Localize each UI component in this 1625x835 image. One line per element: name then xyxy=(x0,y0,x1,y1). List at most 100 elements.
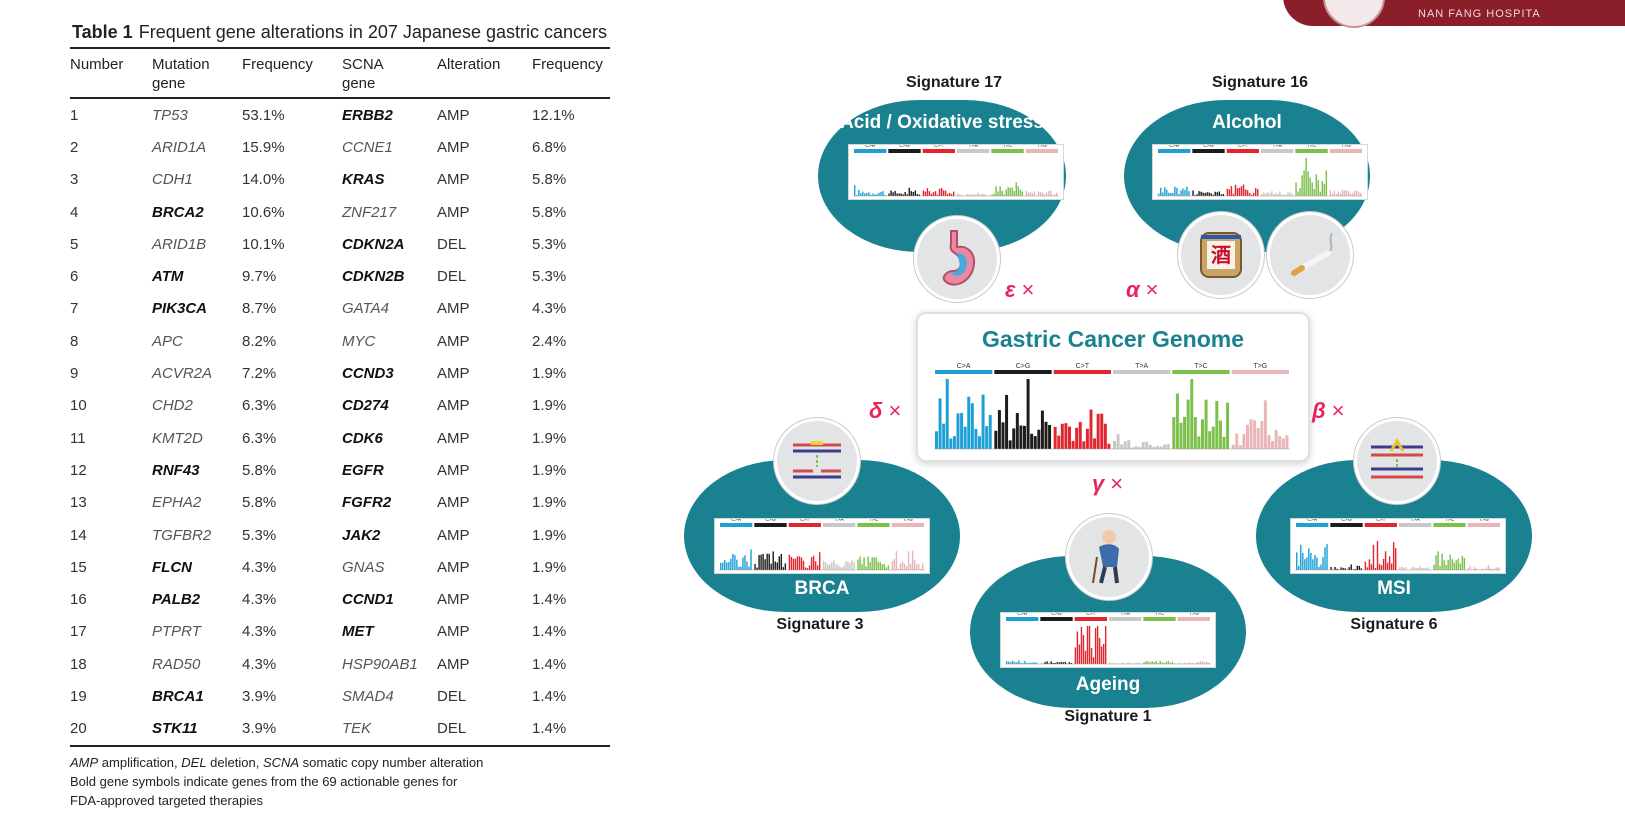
spectrum-bar xyxy=(816,565,819,570)
mutation-frequency-cell: 6.3% xyxy=(242,390,342,422)
spectrum-bar xyxy=(1078,421,1082,449)
spectrum-bar xyxy=(798,556,801,570)
table-row: 20 STK11 3.9% TEK DEL 1.4% xyxy=(70,713,610,746)
signature-17-label: Signature 17 xyxy=(905,74,1003,91)
alteration-type-cell: DEL xyxy=(437,228,532,260)
spectrum-bar xyxy=(870,194,872,196)
mutation-gene-cell: TP53 xyxy=(152,98,242,131)
spectrum-bar xyxy=(938,398,942,449)
mutation-frequency-cell: 14.0% xyxy=(242,164,342,196)
spectrum-bar xyxy=(1485,567,1488,570)
spectrum-bar xyxy=(1180,190,1182,196)
table-caption-text: Frequent gene alterations in 207 Japanes… xyxy=(138,22,607,42)
spectrum-bar xyxy=(1493,568,1496,570)
mutation-class-band xyxy=(957,149,990,153)
row-number: 12 xyxy=(70,461,87,479)
spectrum-bar xyxy=(1459,563,1462,570)
gamma-coefficient: γ × xyxy=(1092,471,1124,496)
mutation-frequency: 4.3% xyxy=(242,591,277,609)
spectrum-bar xyxy=(981,193,983,196)
scna-frequency: 6.8% xyxy=(532,138,567,156)
spectrum-bar xyxy=(1170,193,1172,196)
spectrum-bar xyxy=(1057,435,1061,449)
spectrum-bar xyxy=(1287,192,1289,196)
spectrum-bar xyxy=(1357,191,1360,196)
row-number-cell: 12 xyxy=(70,454,152,486)
mutation-gene-cell: ARID1B xyxy=(152,228,242,260)
spectrum-bar xyxy=(1071,440,1075,449)
spectrum-bar xyxy=(1339,193,1342,196)
mutation-class-label: C>T xyxy=(1076,363,1090,370)
mutation-class-label: C>T xyxy=(1086,612,1096,617)
spectrum-bar xyxy=(1041,192,1044,196)
spectrum-bar xyxy=(1296,552,1298,570)
spectrum-bar xyxy=(973,194,975,196)
spectrum-bar xyxy=(899,563,902,570)
spectrum-bar xyxy=(1046,661,1048,664)
spectrum-bar xyxy=(1050,661,1052,664)
spectrum-bar xyxy=(1045,192,1048,196)
row-number: 13 xyxy=(70,494,87,512)
spectrum-bar xyxy=(1314,554,1316,570)
spectrum-bar xyxy=(734,555,736,570)
spectrum-bar xyxy=(1443,560,1445,570)
spectrum-bar xyxy=(1007,187,1009,196)
spectrum-bar xyxy=(1034,662,1036,664)
scna-gene: MET xyxy=(342,623,374,641)
spectrum-bar xyxy=(1358,565,1361,570)
row-number: 14 xyxy=(70,526,87,544)
spectrum-bar xyxy=(970,403,974,449)
spectrum-bar xyxy=(1163,662,1165,664)
scna-frequency: 1.9% xyxy=(532,365,567,383)
spectrum-bar xyxy=(959,194,961,196)
mutation-class-band xyxy=(1143,617,1176,621)
spectrum-bar xyxy=(1318,566,1320,570)
scna-frequency-cell: 1.9% xyxy=(532,519,610,551)
spectrum-bar xyxy=(1201,419,1204,449)
spectrum-bar xyxy=(1350,564,1352,570)
scna-gene-cell: CD274 xyxy=(342,390,437,422)
spectrum-bar xyxy=(1117,663,1119,664)
spectrum-bar xyxy=(945,379,949,449)
spectrum-bar xyxy=(1307,171,1309,196)
spectrum-bar xyxy=(1058,662,1060,664)
scna-frequency: 1.9% xyxy=(532,397,567,415)
mutation-gene-cell: RAD50 xyxy=(152,648,242,680)
mutation-class-label: C>A xyxy=(957,363,971,370)
spectrum-bar xyxy=(768,553,770,570)
spectrum-bar xyxy=(1085,428,1089,449)
spectrum-bar xyxy=(1054,662,1056,664)
table-row: 14 TGFBR2 5.3% JAK2 AMP 1.9% xyxy=(70,519,610,551)
mutation-class-label: T>C xyxy=(1194,363,1207,370)
spectrum-bar xyxy=(1246,424,1249,449)
row-number: 3 xyxy=(70,171,79,189)
alteration-type-cell: AMP xyxy=(437,131,532,163)
spectrum-bar xyxy=(726,562,728,570)
spectrum-bar xyxy=(1164,187,1166,196)
scna-gene: CDK6 xyxy=(342,429,383,447)
spectrum-bar xyxy=(866,192,868,196)
mutation-frequency: 7.2% xyxy=(242,365,277,383)
mutation-class-label: T>C xyxy=(1003,144,1013,149)
row-number-cell: 7 xyxy=(70,293,152,325)
spectrum-bar xyxy=(1242,433,1246,449)
mutation-class-label: T>A xyxy=(835,518,845,523)
spectrum-bar xyxy=(971,193,973,196)
spectrum-bar xyxy=(1147,661,1149,664)
alteration-type: DEL xyxy=(437,235,467,253)
spectrum-bar xyxy=(1249,419,1253,449)
spectrum-bar xyxy=(948,192,951,196)
spectrum-bar xyxy=(1491,569,1494,570)
scna-frequency: 1.9% xyxy=(532,494,567,512)
mutation-class-label: C>T xyxy=(1238,144,1248,149)
spectrum-bar xyxy=(1392,542,1395,570)
mutation-class-label: C>A xyxy=(731,518,742,523)
spectrum-bar xyxy=(1062,662,1064,664)
table-row: 11 KMT2D 6.3% CDK6 AMP 1.9% xyxy=(70,422,610,454)
spectrum-bar xyxy=(1052,662,1054,664)
spectrum-bar xyxy=(1157,663,1159,664)
mutation-frequency: 6.3% xyxy=(242,429,277,447)
row-number-cell: 16 xyxy=(70,583,152,615)
mutation-class-band xyxy=(857,523,890,527)
spectrum-bar xyxy=(1172,192,1174,196)
